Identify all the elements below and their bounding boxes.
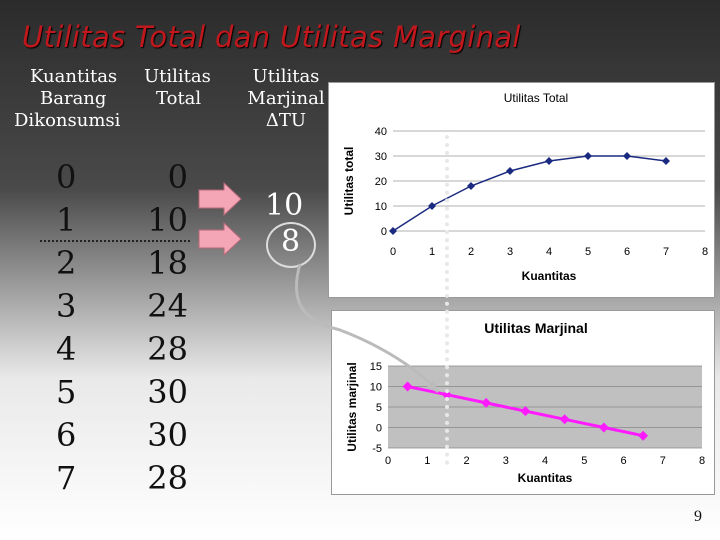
total-utility-cell: 30	[147, 373, 188, 411]
arrow-right-icon	[198, 182, 242, 216]
chart-title: Utilitas Marjinal	[484, 320, 587, 336]
x-tick-label: 8	[699, 455, 705, 467]
data-point	[506, 167, 514, 175]
data-point	[559, 414, 570, 425]
data-point	[481, 397, 492, 408]
y-tick-label: 0	[376, 423, 382, 435]
data-point	[623, 152, 631, 160]
quantity-column: 0 1 2 3 4 5 6 7	[56, 156, 86, 500]
header-quantity-line1: Kuantitas	[30, 66, 118, 87]
slide-title: Utilitas Total dan Utilitas Marginal	[22, 20, 521, 54]
header-marginal: Utilitas Marjinal ΔTU	[244, 66, 328, 132]
marginal-utility-chart: Utilitas Marjinal -5 0 5 10 15 0 1 2 3 4 5 6 7 8 Kuanti…	[331, 310, 715, 495]
x-tick-label: 5	[585, 246, 591, 258]
data-point	[662, 157, 670, 165]
total-utility-cell: 10	[147, 201, 188, 239]
y-axis-label: Utilitas total	[342, 147, 356, 216]
row-divider	[40, 240, 190, 242]
data-point	[467, 182, 475, 190]
quantity-cell: 3	[56, 287, 77, 325]
data-point	[638, 430, 649, 441]
header-marginal-line1: Utilitas	[252, 66, 320, 87]
x-tick-label: 5	[581, 455, 587, 467]
data-point	[520, 406, 531, 417]
y-tick-label: 5	[376, 402, 382, 414]
x-tick-label: 6	[624, 246, 630, 258]
x-tick-label: 8	[702, 246, 708, 258]
total-utility-cell: 28	[147, 330, 188, 368]
x-tick-label: 6	[620, 455, 626, 467]
chart-title: Utilitas Total	[504, 91, 568, 105]
y-tick-label: 10	[370, 382, 382, 394]
total-utility-cell: 18	[147, 244, 188, 282]
data-point	[389, 227, 397, 235]
x-axis-label: Kuantitas	[522, 269, 577, 283]
quantity-cell: 4	[56, 330, 77, 368]
data-point	[584, 152, 592, 160]
data-point	[598, 422, 609, 433]
data-point	[545, 157, 553, 165]
x-tick-label: 4	[542, 455, 548, 467]
header-marginal-line2: Marjinal	[247, 88, 325, 109]
x-tick-label: 7	[663, 246, 669, 258]
marginal-value-2: 8	[281, 224, 301, 259]
x-tick-label: 7	[660, 455, 666, 467]
y-axis-label: Utilitas marjinal	[345, 362, 359, 451]
header-quantity: Kuantitas Barang Dikonsumsi	[14, 66, 144, 132]
x-tick-label: 3	[503, 455, 509, 467]
quantity-cell: 6	[56, 416, 77, 454]
vertical-guide	[445, 135, 449, 465]
header-quantity-line2: Barang	[40, 88, 107, 109]
quantity-cell: 2	[56, 244, 77, 282]
header-total-line2: Total	[156, 88, 202, 109]
header-total-line1: Utilitas	[144, 66, 211, 87]
y-tick-label: -5	[372, 443, 382, 455]
x-axis-label: Kuantitas	[518, 471, 573, 485]
total-utility-cell: 30	[147, 416, 188, 454]
total-utility-chart: Utilitas Total 0 10 20 30 40 0 1 2 3 4 5 6 7 8 Kuantita…	[328, 82, 715, 298]
x-tick-label: 3	[507, 246, 513, 258]
x-tick-label: 2	[463, 455, 469, 467]
marginal-value-1: 10	[265, 188, 304, 223]
y-tick-label: 20	[375, 176, 387, 188]
total-utility-cell: 28	[147, 459, 188, 497]
y-tick-label: 15	[370, 361, 382, 373]
x-tick-label: 1	[429, 246, 435, 258]
x-tick-label: 1	[424, 455, 430, 467]
total-utility-column: 0 10 18 24 28 30 30 28	[140, 156, 188, 500]
quantity-cell: 0	[56, 158, 77, 196]
data-point	[428, 202, 436, 210]
quantity-cell: 7	[56, 459, 77, 497]
total-utility-svg: Utilitas Total 0 10 20 30 40 0 1 2 3 4 5 6 7 8 Kuantita…	[342, 91, 708, 283]
x-tick-label: 0	[390, 246, 396, 258]
arrow-right-icon	[198, 222, 242, 256]
header-total: Utilitas Total	[140, 66, 228, 110]
y-tick-label: 30	[375, 151, 387, 163]
x-tick-label: 2	[468, 246, 474, 258]
series-line	[392, 155, 667, 232]
total-utility-cell: 0	[167, 158, 188, 196]
marginal-value-2-circle	[266, 222, 316, 268]
y-tick-label: 10	[375, 201, 387, 213]
x-tick-label: 0	[385, 455, 391, 467]
page-number: 9	[694, 508, 702, 525]
total-utility-cell: 24	[147, 287, 188, 325]
x-tick-label: 4	[546, 246, 552, 258]
y-tick-label: 0	[381, 226, 387, 238]
header-marginal-line3: ΔTU	[265, 110, 307, 131]
y-tick-label: 40	[375, 126, 387, 138]
header-quantity-line3: Dikonsumsi	[14, 110, 121, 131]
quantity-cell: 1	[56, 201, 77, 239]
quantity-cell: 5	[56, 373, 77, 411]
